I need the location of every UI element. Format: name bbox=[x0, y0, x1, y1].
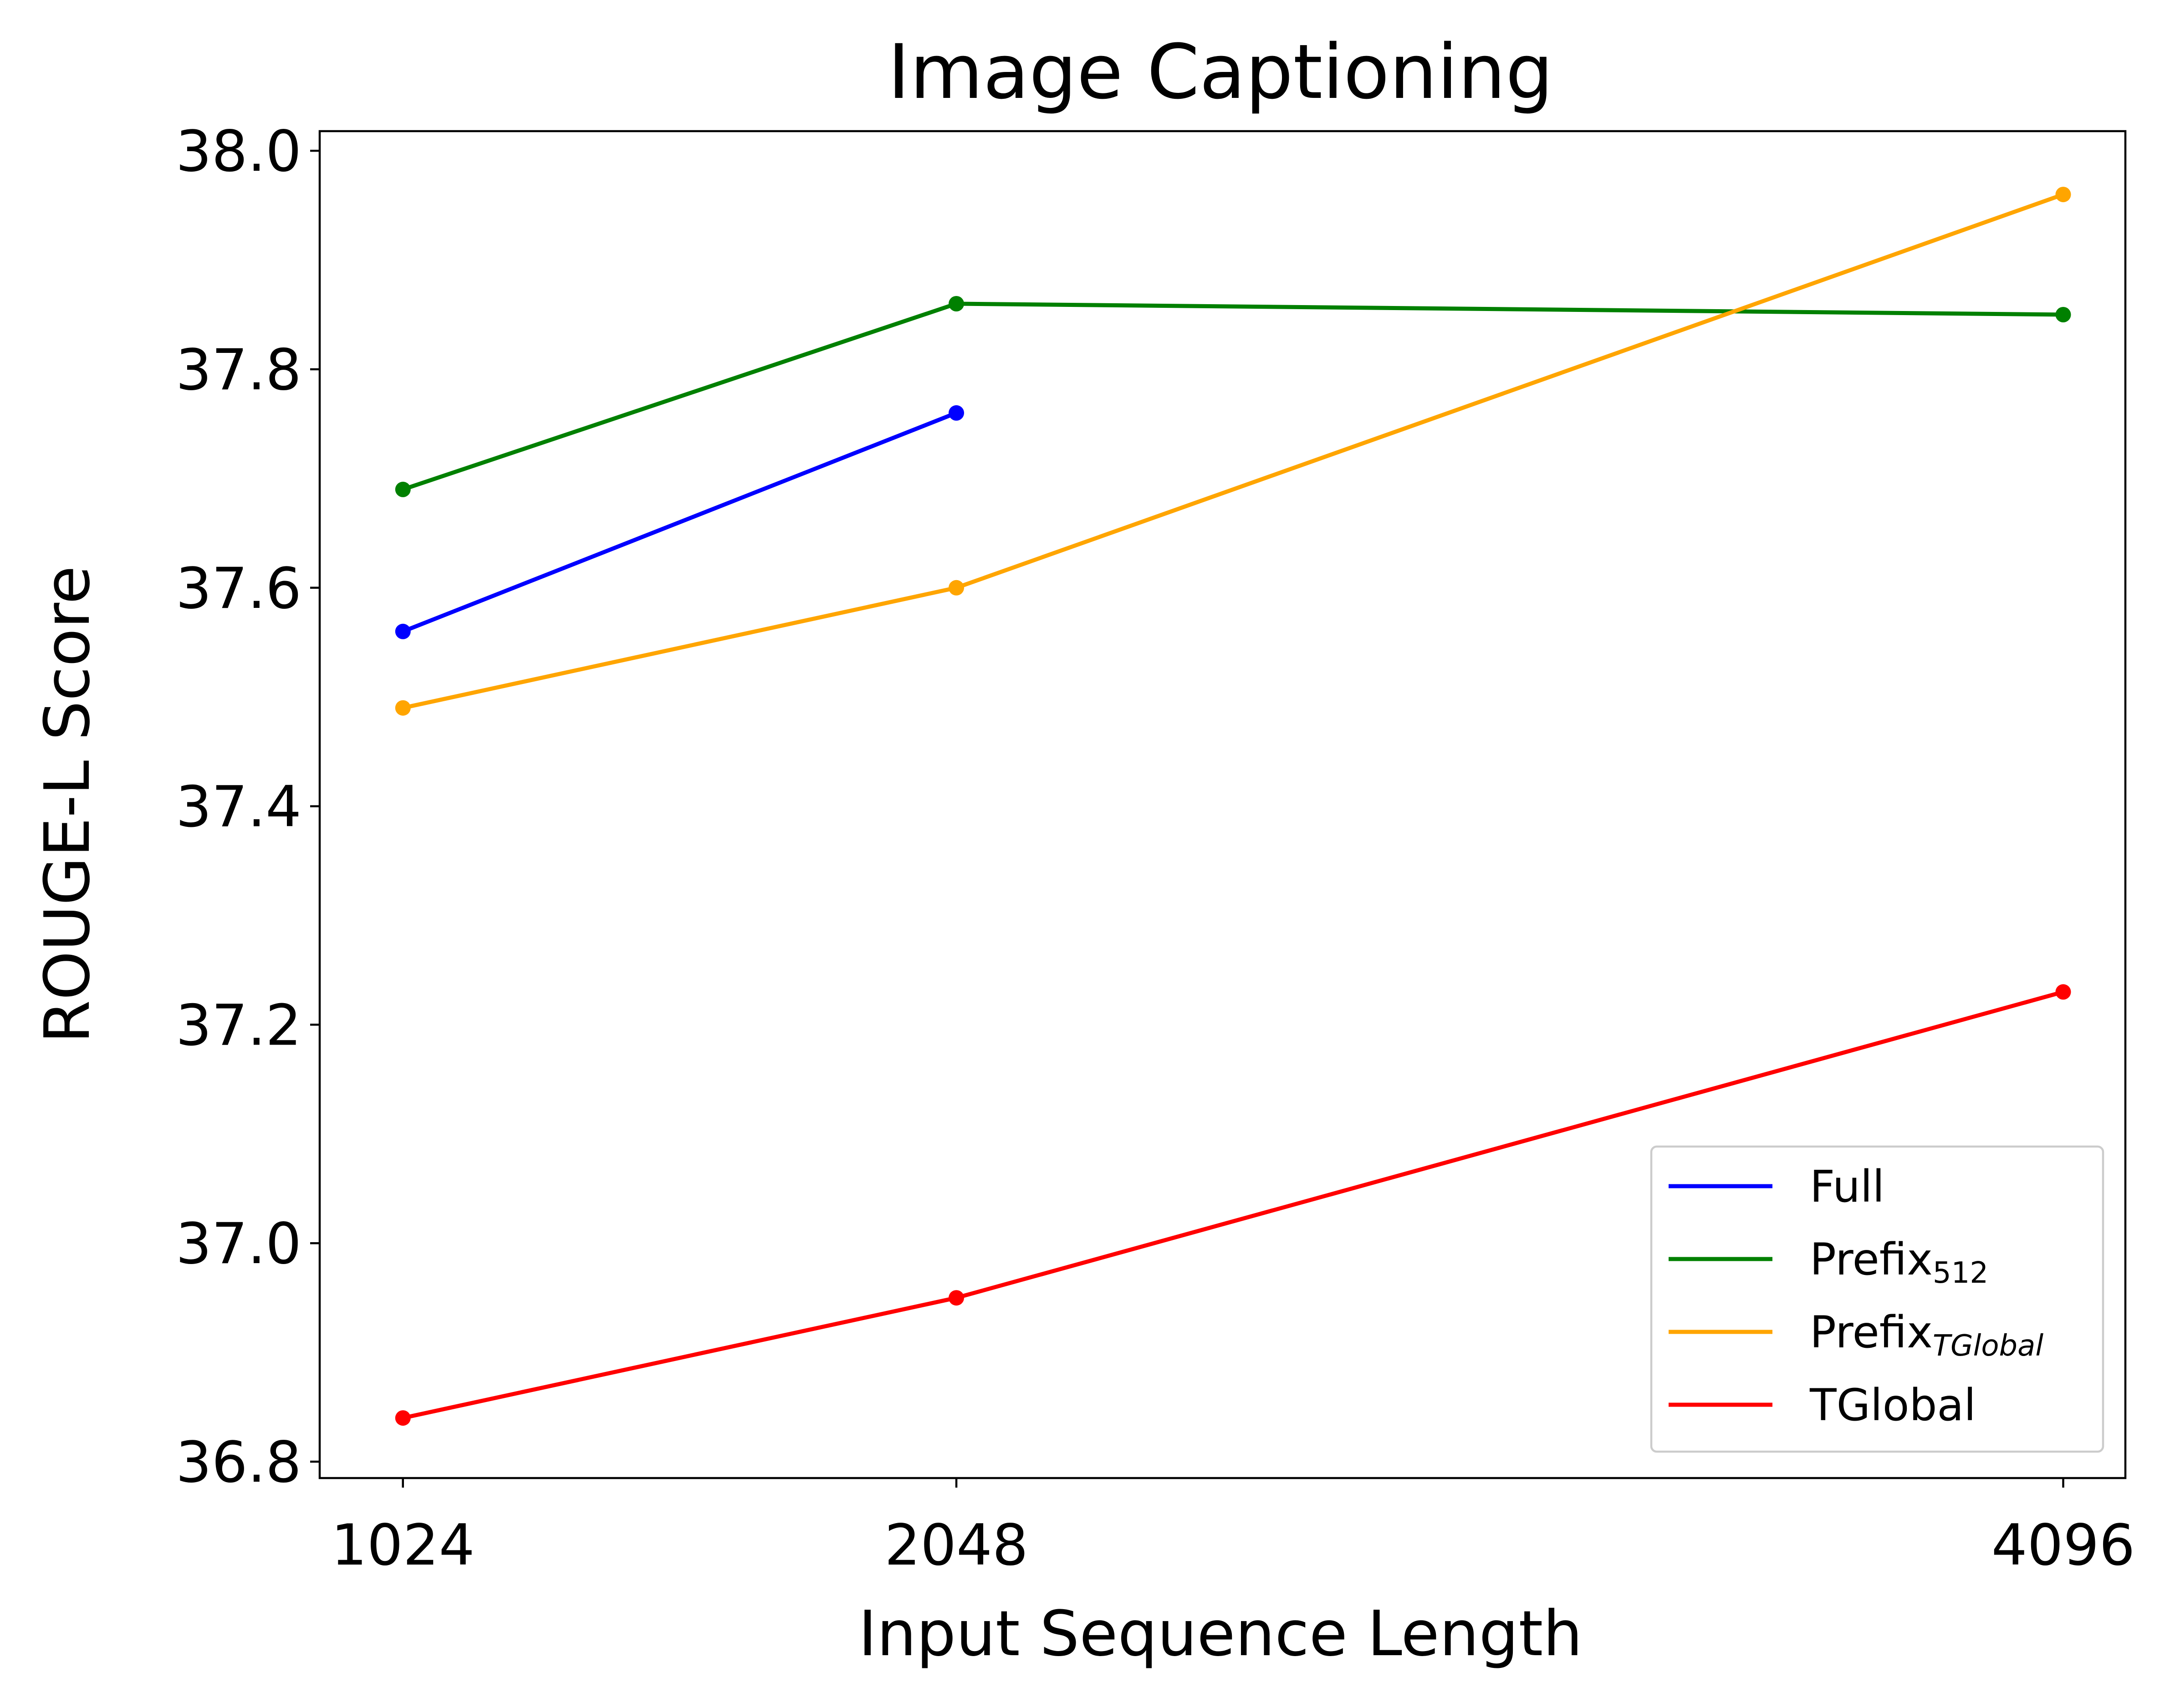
y-tick-label: 36.8 bbox=[176, 1430, 301, 1495]
data-point-prefix512 bbox=[395, 481, 411, 497]
y-axis: 36.8 37.0 37.2 37.4 37.6 37.8 38.0 bbox=[176, 119, 320, 1495]
y-axis-label: ROUGE-L Score bbox=[31, 566, 104, 1043]
y-tick-label: 37.2 bbox=[176, 993, 301, 1058]
series-layer bbox=[395, 187, 2071, 1426]
legend-label-tglobal: TGlobal bbox=[1809, 1380, 1976, 1431]
x-axis-label: Input Sequence Length bbox=[858, 1598, 1583, 1670]
chart-title: Image Captioning bbox=[888, 28, 1553, 116]
data-point-tglobal bbox=[395, 1410, 411, 1426]
y-tick-label: 37.4 bbox=[176, 775, 301, 840]
data-point-prefix512 bbox=[949, 296, 964, 311]
series-line-full bbox=[400, 410, 959, 634]
legend-box bbox=[1650, 1145, 2104, 1453]
x-tick-label: 1024 bbox=[331, 1513, 475, 1578]
data-point-prefix512 bbox=[2055, 307, 2071, 322]
y-tick-label: 37.6 bbox=[176, 556, 301, 622]
plot-frame bbox=[318, 130, 2127, 1479]
x-tick-label: 2048 bbox=[884, 1513, 1028, 1578]
data-point-prefixtglobal bbox=[395, 700, 411, 716]
data-point-tglobal bbox=[949, 1290, 964, 1306]
legend-label-full: Full bbox=[1810, 1161, 1884, 1212]
x-tick-label: 4096 bbox=[1991, 1513, 2135, 1578]
y-tick-label: 37.0 bbox=[176, 1211, 301, 1277]
data-point-full bbox=[949, 405, 964, 421]
data-point-tglobal bbox=[2055, 984, 2071, 1000]
data-point-full bbox=[395, 623, 411, 639]
y-tick-label: 38.0 bbox=[176, 119, 301, 184]
data-point-prefixtglobal bbox=[949, 580, 964, 596]
data-point-prefixtglobal bbox=[2055, 187, 2071, 203]
x-axis: 1024 2048 4096 bbox=[331, 1478, 2135, 1578]
y-tick-label: 37.8 bbox=[176, 337, 301, 403]
